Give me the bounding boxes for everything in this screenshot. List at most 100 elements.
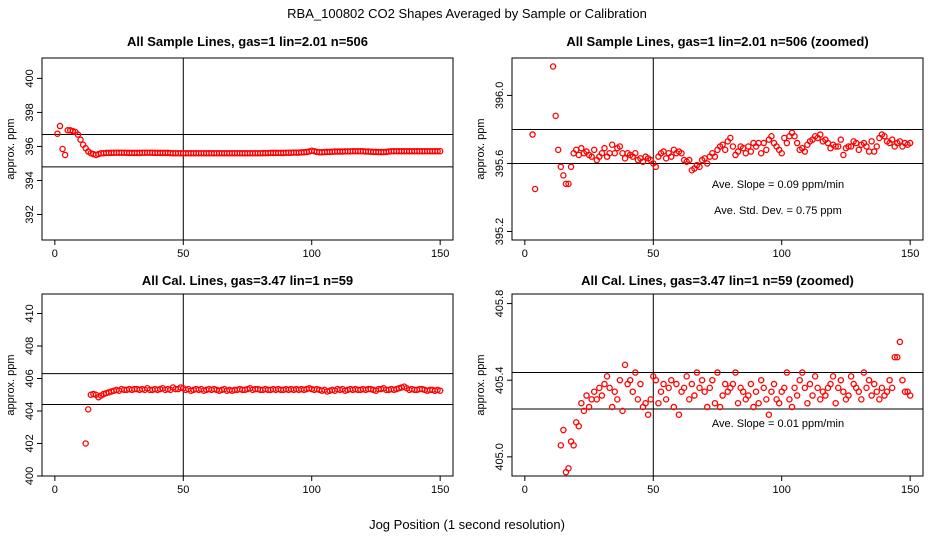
data-point bbox=[565, 180, 572, 188]
data-point bbox=[781, 384, 788, 392]
data-point bbox=[847, 373, 855, 380]
data-point bbox=[727, 134, 734, 142]
data-point bbox=[84, 406, 92, 413]
y-tick-label: 394 bbox=[24, 171, 36, 189]
y-tick-label: 405.0 bbox=[494, 443, 506, 471]
x-tick-label: 150 bbox=[901, 248, 919, 260]
data-point bbox=[665, 384, 672, 392]
data-point bbox=[768, 388, 775, 395]
figure-xlabel: Jog Position (1 second resolution) bbox=[369, 517, 565, 532]
data-point bbox=[639, 158, 647, 166]
x-tick-label: 50 bbox=[647, 484, 659, 496]
data-point bbox=[606, 384, 613, 392]
data-point bbox=[434, 147, 441, 155]
y-tick-label: 405.8 bbox=[494, 290, 506, 318]
data-point bbox=[858, 396, 865, 403]
data-point bbox=[82, 440, 89, 447]
data-point bbox=[621, 361, 629, 369]
data-point bbox=[876, 396, 883, 403]
data-point bbox=[757, 150, 765, 157]
data-point bbox=[714, 369, 721, 376]
data-point bbox=[662, 396, 670, 403]
data-point bbox=[583, 392, 590, 399]
data-point bbox=[629, 388, 636, 395]
data-point bbox=[585, 403, 593, 411]
data-point bbox=[811, 373, 819, 380]
data-point bbox=[719, 392, 726, 399]
data-point bbox=[855, 146, 863, 154]
data-point bbox=[685, 396, 693, 403]
data-point bbox=[696, 384, 703, 392]
data-point bbox=[901, 388, 909, 395]
chart-title: All Sample Lines, gas=1 lin=2.01 n=506 bbox=[127, 34, 368, 49]
data-point bbox=[847, 143, 855, 150]
data-point bbox=[652, 376, 660, 384]
x-tick-label: 0 bbox=[52, 484, 58, 496]
data-point bbox=[817, 396, 824, 403]
data-point bbox=[721, 146, 729, 154]
y-tick-label: 404 bbox=[24, 402, 36, 420]
chart-p3: All Cal. Lines, gas=3.47 lin=1 n=59 appro… bbox=[5, 273, 454, 496]
data-point bbox=[804, 399, 811, 407]
data-point bbox=[683, 373, 690, 380]
data-point bbox=[855, 388, 863, 395]
data-point bbox=[567, 163, 575, 171]
data-point bbox=[870, 380, 878, 388]
data-point bbox=[557, 442, 565, 449]
data-point bbox=[698, 376, 706, 384]
y-tick-label: 396 bbox=[24, 137, 36, 155]
data-point bbox=[578, 144, 585, 152]
data-point bbox=[734, 399, 742, 407]
data-point bbox=[906, 139, 914, 147]
data-point bbox=[817, 131, 824, 138]
data-point bbox=[616, 376, 624, 384]
data-point bbox=[840, 151, 847, 159]
data-point bbox=[603, 373, 611, 380]
data-point bbox=[693, 369, 701, 376]
y-tick-label: 395.2 bbox=[494, 218, 506, 246]
data-points bbox=[54, 122, 444, 159]
plot-frame bbox=[511, 57, 924, 241]
y-tick-label: 395.6 bbox=[494, 150, 506, 178]
data-point bbox=[557, 163, 565, 171]
data-point bbox=[647, 396, 654, 403]
data-point bbox=[59, 145, 66, 153]
data-point bbox=[670, 403, 678, 411]
data-point bbox=[750, 403, 757, 411]
data-point bbox=[729, 380, 737, 388]
data-point bbox=[74, 131, 82, 138]
data-point bbox=[755, 399, 762, 407]
data-point bbox=[529, 131, 536, 138]
data-point bbox=[688, 380, 696, 388]
y-tick-label: 400 bbox=[24, 69, 36, 87]
data-point bbox=[719, 141, 726, 148]
data-point bbox=[896, 338, 904, 346]
data-point bbox=[827, 380, 834, 388]
data-point bbox=[668, 153, 675, 160]
data-point bbox=[822, 392, 829, 399]
data-point bbox=[575, 422, 583, 430]
data-point bbox=[840, 388, 847, 395]
data-point bbox=[562, 180, 570, 188]
data-point bbox=[77, 136, 84, 143]
plot-frame bbox=[41, 57, 454, 241]
data-point bbox=[747, 148, 755, 155]
y-tick-label: 405.4 bbox=[494, 366, 506, 394]
data-points bbox=[82, 383, 444, 447]
data-point bbox=[531, 185, 539, 193]
data-point bbox=[662, 155, 670, 162]
data-point bbox=[763, 146, 770, 154]
data-point bbox=[878, 384, 886, 392]
data-point bbox=[678, 150, 685, 157]
data-point bbox=[806, 380, 814, 388]
data-point bbox=[860, 369, 868, 376]
y-tick-label: 402 bbox=[24, 434, 36, 452]
data-point bbox=[873, 388, 881, 395]
data-point bbox=[644, 411, 652, 418]
data-point bbox=[588, 153, 595, 160]
data-point bbox=[863, 384, 870, 392]
data-point bbox=[834, 384, 842, 392]
data-point bbox=[655, 399, 662, 407]
data-point bbox=[786, 396, 793, 403]
